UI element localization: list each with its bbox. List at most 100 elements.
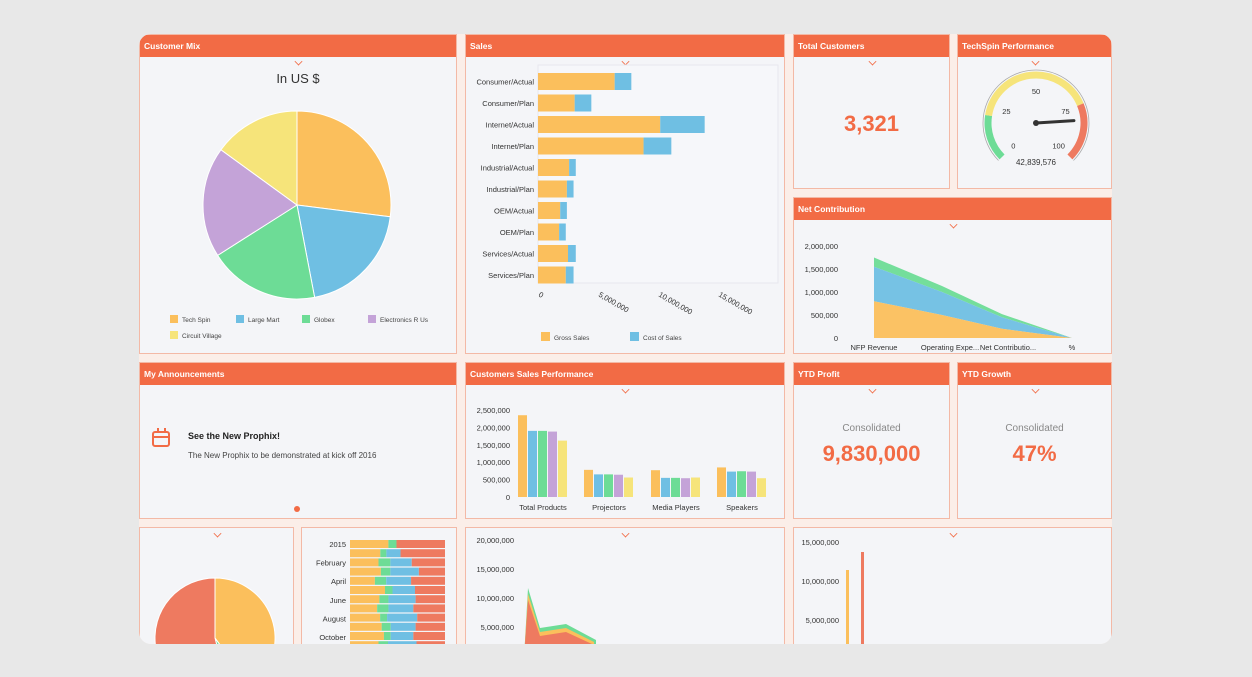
bar xyxy=(350,641,379,644)
chevron-down-icon[interactable] xyxy=(868,57,876,66)
bar xyxy=(380,613,388,622)
bar xyxy=(538,116,661,133)
pie-slice xyxy=(296,204,391,298)
category-label: August xyxy=(323,614,347,623)
bar xyxy=(396,540,445,548)
bar xyxy=(350,613,381,622)
tick-label: 15,000,000 xyxy=(801,538,839,547)
tick-label: 10,000,000 xyxy=(476,594,514,603)
net-contribution-panel: Net Contribution 0 500,000 1,000,000 1,500,… xyxy=(793,197,1112,354)
bar xyxy=(390,558,412,567)
bar xyxy=(385,586,393,594)
bar xyxy=(757,478,766,497)
bar xyxy=(558,440,567,497)
bar xyxy=(387,613,418,622)
legend-swatch xyxy=(541,332,550,341)
category-label: Net Contributio... xyxy=(980,343,1036,352)
bar xyxy=(660,116,705,133)
bar xyxy=(614,73,632,90)
bar xyxy=(538,430,547,497)
panel-title[interactable]: Sales xyxy=(466,35,784,57)
announcement-text: The New Prophix to be demonstrated at ki… xyxy=(188,451,377,460)
bar xyxy=(386,576,412,585)
bar xyxy=(418,567,445,576)
bar xyxy=(417,613,445,622)
bar xyxy=(560,202,567,219)
chevron-down-icon[interactable] xyxy=(1031,385,1039,394)
legend-swatch xyxy=(368,315,376,323)
bar xyxy=(390,622,416,631)
bar xyxy=(413,604,445,613)
legend: Tech Spin Large Mart Globex Electronics R U… xyxy=(170,315,429,340)
legend-label: Large Mart xyxy=(248,317,280,324)
customer-mix-chart: In US $ Tech Spin Large Mart Globex Electro… xyxy=(170,71,429,340)
kpi-value: 9,830,000 xyxy=(822,441,921,466)
tick-label: 10,000,000 xyxy=(657,290,694,317)
gauge-tick-label: 25 xyxy=(1002,107,1010,116)
bar xyxy=(350,567,381,576)
tick-label: 15,000,000 xyxy=(476,565,514,574)
bottom-area-chart: 5,000,000 10,000,000 15,000,000 20,000,000 xyxy=(476,536,596,644)
category-label: Total Products xyxy=(519,503,567,512)
bar xyxy=(350,604,378,613)
bar xyxy=(378,558,391,567)
category-label: February xyxy=(316,559,346,568)
bar xyxy=(538,94,575,112)
bar xyxy=(651,470,660,497)
bar xyxy=(747,471,756,497)
bar xyxy=(377,604,389,613)
bar xyxy=(538,202,561,219)
announcement-title[interactable]: See the New Prophix! xyxy=(188,431,281,441)
gauge-tick-label: 0 xyxy=(1011,142,1015,151)
panel-title[interactable]: Net Contribution xyxy=(794,198,1111,220)
bar xyxy=(846,570,849,644)
tick-label: 1,000,000 xyxy=(477,458,510,467)
category-label: Services/Plan xyxy=(488,271,534,280)
legend-label: Circuit Village xyxy=(182,333,222,340)
bar xyxy=(538,159,570,176)
bottom-pie-panel xyxy=(139,527,294,644)
category-label: Services/Actual xyxy=(482,250,534,259)
category-label: Media Players xyxy=(652,503,700,512)
panel-title[interactable]: Customer Mix xyxy=(140,35,456,57)
bar xyxy=(538,223,560,241)
techspin-panel: TechSpin Performance 42,839,576 0 25 50 75 1… xyxy=(957,34,1112,189)
gauge-tick-label: 50 xyxy=(1032,87,1040,96)
bar xyxy=(569,159,576,176)
panel-title[interactable]: Total Customers xyxy=(794,35,949,57)
category-label: Projectors xyxy=(592,503,626,512)
category-label: Internet/Actual xyxy=(486,121,535,130)
customer-mix-panel: Customer Mix In US $ Tech Spin Large Mart… xyxy=(139,34,457,354)
bar xyxy=(538,266,566,284)
legend-label: Gross Sales xyxy=(554,335,590,342)
tick-label: 0 xyxy=(834,334,838,343)
kpi-value: 47% xyxy=(1012,441,1057,466)
legend-swatch xyxy=(630,332,639,341)
monthly-stacked-panel: 2015 February April June August October xyxy=(301,527,457,644)
panel-title[interactable]: Customers Sales Performance xyxy=(466,363,784,385)
category-label: Speakers xyxy=(726,503,758,512)
tick-label: 2,000,000 xyxy=(477,423,510,432)
gauge-tick-label: 100 xyxy=(1052,142,1065,151)
chevron-down-icon[interactable] xyxy=(868,385,876,394)
panel-title[interactable]: YTD Profit xyxy=(794,363,949,385)
pie-slice xyxy=(202,149,298,257)
panel-title[interactable]: TechSpin Performance xyxy=(958,35,1111,57)
monthly-stacked-chart: 2015 February April June August October xyxy=(316,540,445,644)
dashboard: Customer Mix In US $ Tech Spin Large Mart… xyxy=(139,34,1112,644)
tick-label: 0 xyxy=(506,493,510,502)
bottom-pie-chart xyxy=(154,577,276,644)
category-label: % xyxy=(1069,343,1076,352)
tick-label: 15,000,000 xyxy=(717,290,754,317)
pie-slice xyxy=(214,577,276,644)
category-label: October xyxy=(319,633,346,642)
bar xyxy=(350,549,381,558)
bar xyxy=(861,552,864,644)
carousel-dot[interactable] xyxy=(294,506,300,512)
panel-title[interactable]: My Announcements xyxy=(140,363,456,385)
bar xyxy=(390,632,414,640)
category-label: OEM/Actual xyxy=(494,207,534,216)
panel-title[interactable]: YTD Growth xyxy=(958,363,1111,385)
bar xyxy=(737,471,746,497)
bar xyxy=(350,540,389,548)
